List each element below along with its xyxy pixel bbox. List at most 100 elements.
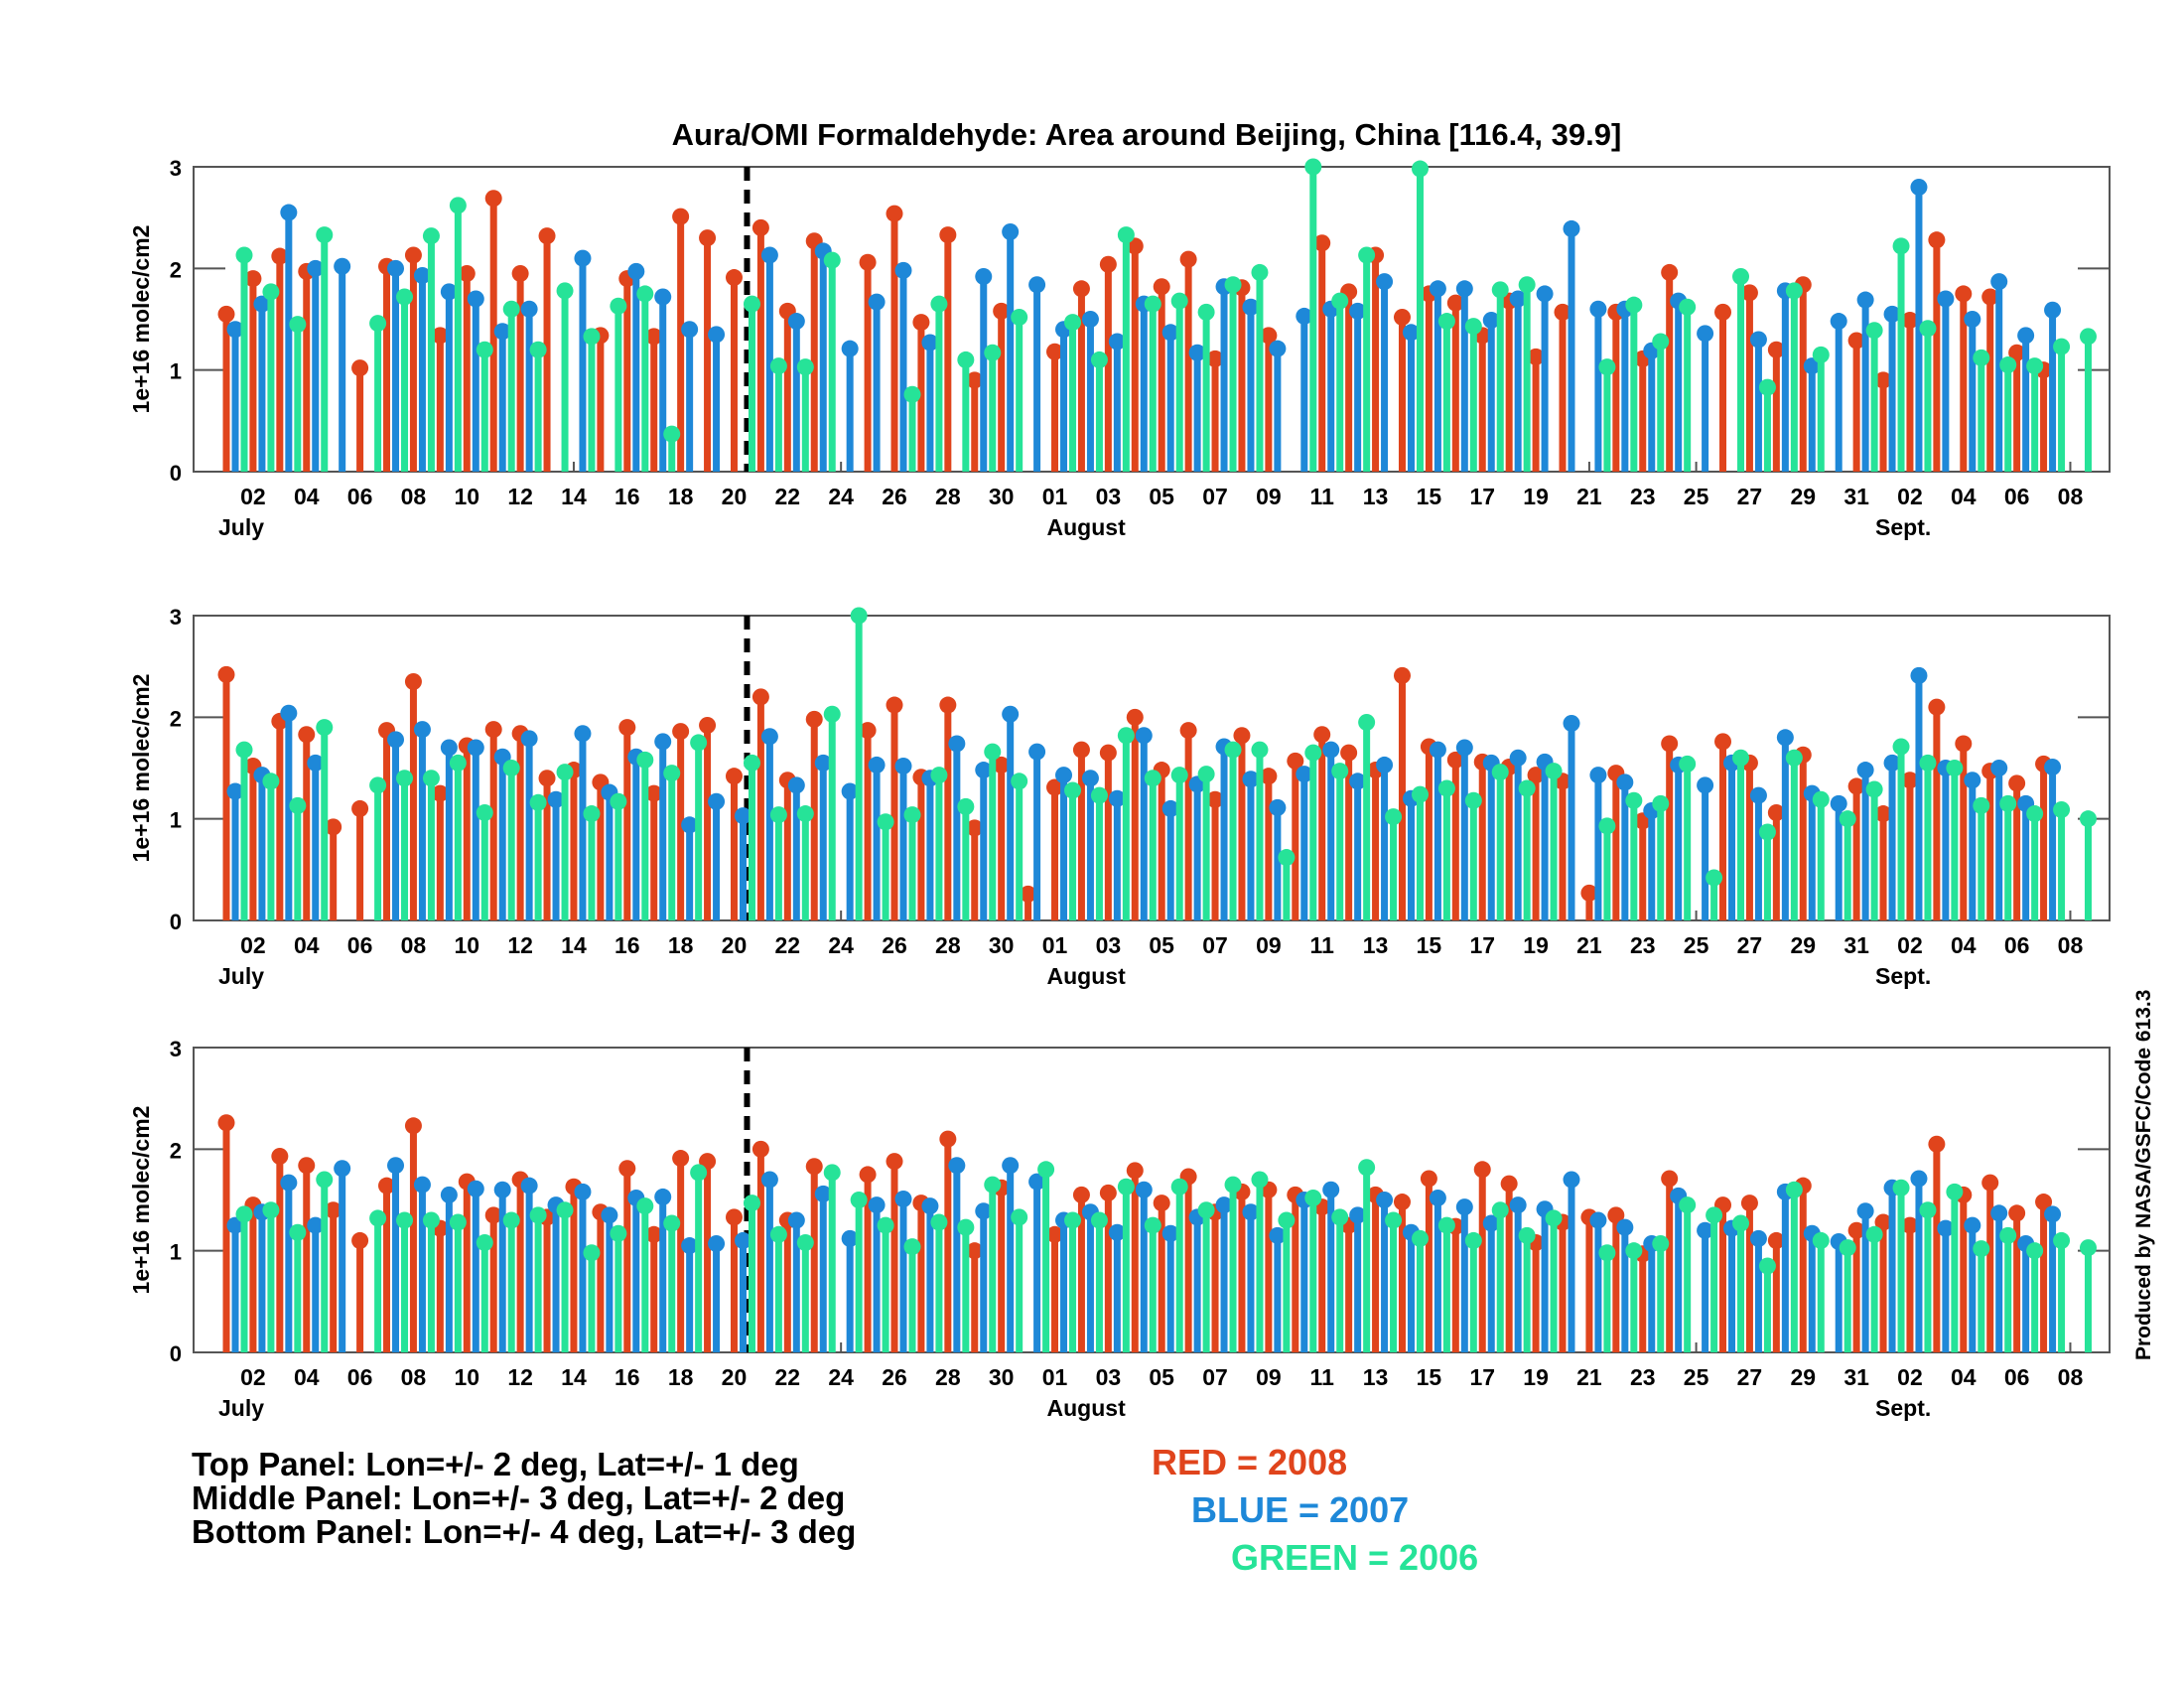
bar-marker [1661,263,1679,281]
bar-marker [2026,1242,2044,1260]
bar-marker [1002,1157,1020,1175]
bar-marker [627,262,645,280]
bar-marker [1491,281,1509,299]
bar-marker [930,1213,948,1231]
bar-marker [1883,305,1901,323]
bar-marker [1830,313,1847,331]
bar-marker [1206,350,1224,367]
bar-marker [1749,1229,1767,1247]
bar-marker [1090,1211,1108,1229]
bar-marker [529,1206,547,1224]
x-tick-label: 05 [1149,932,1174,958]
bar-marker [484,1206,502,1224]
x-tick-label: 02 [1897,484,1923,509]
bar-marker [556,282,574,300]
bar-marker [1197,766,1215,783]
bar-marker [413,1176,431,1194]
y-axis-label: 1e+16 molec/cm2 [128,225,154,414]
bar-marker [966,1242,984,1260]
bar-marker [1099,255,1117,273]
bar-marker [1331,1208,1349,1226]
x-tick-label: 19 [1523,1364,1549,1390]
bar-marker [1919,320,1937,338]
x-tick-label: 02 [240,932,266,958]
bar-marker [1758,378,1776,396]
y-tick-label: 3 [170,605,182,630]
bar-marker [610,1224,627,1242]
bar-marker [413,721,431,739]
bar-marker [2017,327,2035,345]
bar-marker [1072,1186,1090,1203]
series-2008 [217,190,2053,472]
bar-marker [369,1209,387,1227]
credit-label: Produced by NASA/GSFC/Code 613.3 [2132,989,2155,1360]
x-tick-label: 20 [722,932,748,958]
bar-marker [351,1231,369,1249]
bar-marker [1981,288,1999,306]
bar-marker [903,1238,921,1256]
bar-marker [1482,312,1500,330]
x-tick-label: 14 [561,932,587,958]
bar-marker [1652,1235,1670,1253]
x-tick-label: 23 [1630,1364,1656,1390]
bar-marker [1740,1195,1758,1212]
y-tick-label: 0 [170,461,182,486]
bar-marker [1046,343,1064,360]
bar-marker [796,358,814,376]
bar-marker [1020,885,1037,903]
bar-marker [886,696,903,714]
bar-marker [1812,1231,1830,1249]
chart-title: Aura/OMI Formaldehyde: Area around Beiji… [672,117,1622,152]
x-tick-label: 28 [935,932,961,958]
bar-marker [1188,344,1206,361]
bar-marker [1251,263,1269,281]
x-tick-label: 02 [1897,932,1923,958]
bar-marker [404,1117,422,1135]
bar-marker [556,1201,574,1219]
bar-marker [1135,727,1153,745]
bar-marker [1429,280,1446,298]
bar-marker [520,730,538,748]
bar-marker [1072,280,1090,298]
bar-marker [645,1225,663,1243]
bar-marker [1973,349,1990,366]
bar-marker [458,264,476,282]
bar-marker [1554,303,1571,321]
x-tick-label: 06 [347,932,373,958]
x-tick-label: 31 [1843,484,1869,509]
bar-marker [1679,298,1697,316]
x-tick-label: 06 [2004,484,2030,509]
bar-marker [325,1201,342,1219]
y-tick-label: 1 [170,1240,182,1265]
bar-marker [1955,735,1973,753]
bar-marker [1446,751,1464,769]
bar-marker [1170,1178,1188,1196]
bar-marker [1527,348,1545,365]
bar-marker [708,326,726,344]
bar-marker [939,226,957,244]
bar-marker [235,246,253,264]
bar-marker [760,246,778,264]
x-tick-label: 13 [1363,932,1389,958]
x-tick-label: 15 [1417,484,1442,509]
bar-marker [1304,744,1322,762]
bar-marker [289,316,307,334]
bar-marker [966,371,984,389]
bar-marker [1697,1221,1714,1239]
bar-marker [476,1233,493,1251]
bar-marker [787,776,805,794]
bar-marker [850,1192,868,1208]
x-tick-label: 22 [775,1364,801,1390]
x-tick-label: 16 [614,1364,640,1390]
bar-marker [529,341,547,358]
bar-marker [422,1211,440,1229]
bar-marker [1749,331,1767,349]
bar-marker [805,1158,823,1176]
bar-marker [2026,805,2044,823]
bar-marker [886,205,903,222]
bar-marker [1322,741,1340,759]
bar-marker [725,768,743,785]
note-middle-panel: Middle Panel: Lon=+/- 3 deg, Lat=+/- 2 d… [192,1479,846,1516]
bar-marker [1901,312,1919,330]
y-axis-label: 1e+16 molec/cm2 [128,1106,154,1295]
